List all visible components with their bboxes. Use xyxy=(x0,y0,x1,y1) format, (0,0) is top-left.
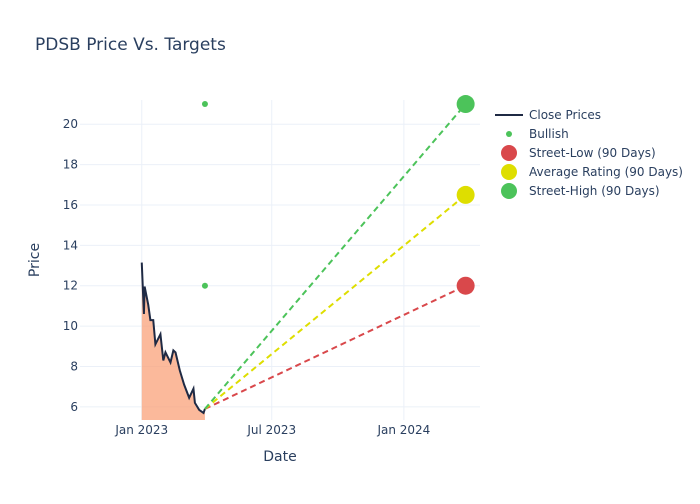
legend-swatch-bullish xyxy=(506,131,512,137)
bullish-point xyxy=(201,282,208,289)
target-marker-avg xyxy=(456,185,475,204)
target-line-high xyxy=(204,103,467,410)
target-marker-high xyxy=(456,95,475,114)
target-marker-low xyxy=(456,276,475,295)
legend-label: Average Rating (90 Days) xyxy=(529,165,683,179)
chart-title: PDSB Price Vs. Targets xyxy=(35,35,226,55)
y-tick-label: 14 xyxy=(63,238,78,252)
legend-swatch-target xyxy=(501,183,517,199)
x-tick-label: Jan 2024 xyxy=(376,423,430,437)
y-tick-label: 10 xyxy=(63,319,78,333)
legend-label: Bullish xyxy=(529,127,569,141)
x-tick-label: Jan 2023 xyxy=(114,423,168,437)
legend-label: Street-Low (90 Days) xyxy=(529,146,656,160)
legend-swatch-target xyxy=(501,164,517,180)
close-price-area xyxy=(141,262,205,420)
y-axis-label: Price xyxy=(27,243,43,277)
bullish-point xyxy=(201,101,208,108)
x-axis-label: Date xyxy=(263,449,296,465)
y-tick-label: 20 xyxy=(63,117,78,131)
x-tick-label: Jul 2023 xyxy=(246,423,296,437)
y-tick-label: 12 xyxy=(63,279,78,293)
close-price-line xyxy=(140,262,206,415)
y-tick-label: 6 xyxy=(70,400,78,414)
legend-label: Close Prices xyxy=(529,108,601,122)
y-tick-label: 8 xyxy=(70,359,78,373)
target-line-avg xyxy=(204,194,467,410)
legend-swatch-target xyxy=(501,145,517,161)
y-tick-label: 18 xyxy=(63,158,78,172)
target-line-low xyxy=(204,284,467,410)
y-tick-label: 16 xyxy=(63,198,78,212)
legend-label: Street-High (90 Days) xyxy=(529,184,660,198)
